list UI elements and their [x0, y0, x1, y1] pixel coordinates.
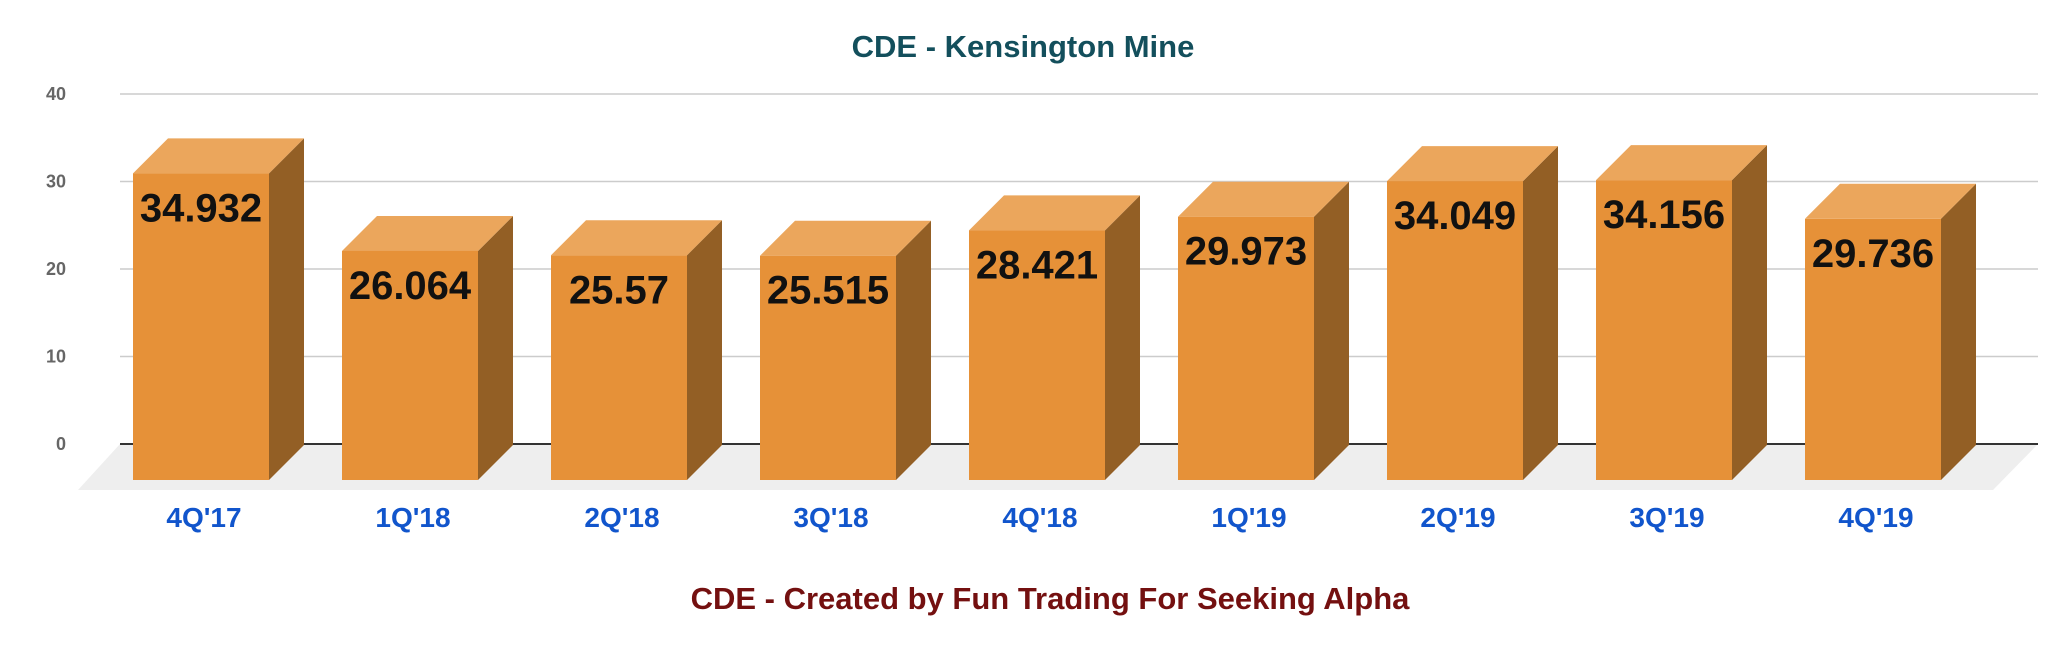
- bar-front: [1387, 181, 1523, 481]
- bar: 34.049: [1387, 146, 1558, 481]
- data-label: 34.049: [1394, 194, 1516, 238]
- data-label: 28.421: [976, 243, 1098, 287]
- bar-top: [133, 138, 304, 174]
- bar-side: [478, 215, 513, 480]
- y-axis-ticks: 0 10 20 30 40: [46, 84, 66, 454]
- bar: 26.064: [342, 215, 513, 480]
- bar-side: [269, 138, 304, 480]
- bar-front: [551, 255, 687, 480]
- bar-top: [760, 220, 931, 256]
- x-tick-label: 4Q'17: [166, 502, 241, 533]
- bar-front: [760, 255, 896, 480]
- bar: 34.156: [1596, 145, 1767, 480]
- data-label: 29.736: [1812, 232, 1934, 276]
- data-label: 29.973: [1185, 230, 1307, 274]
- y-tick-label: 20: [46, 259, 66, 279]
- x-axis-ticks: 4Q'17 1Q'18 2Q'18 3Q'18 4Q'18 1Q'19 2Q'19 3Q'19…: [166, 502, 1913, 533]
- bar-side: [896, 220, 931, 480]
- data-label: 34.932: [140, 186, 262, 230]
- x-tick-label: 1Q'18: [375, 502, 450, 533]
- y-tick-label: 10: [46, 347, 66, 367]
- data-label: 34.156: [1603, 193, 1725, 237]
- chart-title: CDE - Kensington Mine: [852, 29, 1195, 64]
- x-tick-label: 4Q'19: [1838, 502, 1913, 533]
- bar: 25.515: [760, 220, 931, 480]
- bar-side: [1105, 195, 1140, 480]
- x-tick-label: 2Q'19: [1420, 502, 1495, 533]
- bar-front: [1178, 216, 1314, 480]
- data-label: 25.515: [767, 269, 889, 313]
- bar-front: [969, 230, 1105, 480]
- bars: 34.932 26.064 25.57 25.515 28.421 29.973 34.04…: [133, 138, 1976, 481]
- x-tick-label: 3Q'19: [1629, 502, 1704, 533]
- data-label: 26.064: [349, 264, 472, 308]
- bar: 34.932: [133, 138, 304, 480]
- bar-front: [342, 250, 478, 480]
- bar-front: [1805, 218, 1941, 480]
- bar-side: [1732, 145, 1767, 480]
- bar-side: [1523, 146, 1558, 481]
- bar-side: [687, 220, 722, 480]
- x-tick-label: 1Q'19: [1211, 502, 1286, 533]
- x-tick-label: 4Q'18: [1002, 502, 1077, 533]
- bar-top: [969, 195, 1140, 231]
- bar-top: [342, 215, 513, 251]
- bar-top: [1805, 183, 1976, 219]
- bar-side: [1314, 181, 1349, 480]
- x-tick-label: 3Q'18: [793, 502, 868, 533]
- y-tick-label: 0: [56, 434, 66, 454]
- bar: 25.57: [551, 220, 722, 480]
- chart-footer: CDE - Created by Fun Trading For Seeking…: [691, 581, 1411, 616]
- bar: 29.973: [1178, 181, 1349, 480]
- bar-front: [1596, 180, 1732, 480]
- x-tick-label: 2Q'18: [584, 502, 659, 533]
- bar-top: [1596, 145, 1767, 181]
- bar-front: [133, 173, 269, 480]
- bar-top: [1178, 181, 1349, 217]
- bar-top: [1387, 146, 1558, 182]
- y-tick-label: 30: [46, 172, 66, 192]
- bar: 29.736: [1805, 183, 1976, 480]
- bar: 28.421: [969, 195, 1140, 480]
- data-label: 25.57: [569, 268, 669, 312]
- y-tick-label: 40: [46, 84, 66, 104]
- bar-top: [551, 220, 722, 256]
- bar-side: [1941, 183, 1976, 480]
